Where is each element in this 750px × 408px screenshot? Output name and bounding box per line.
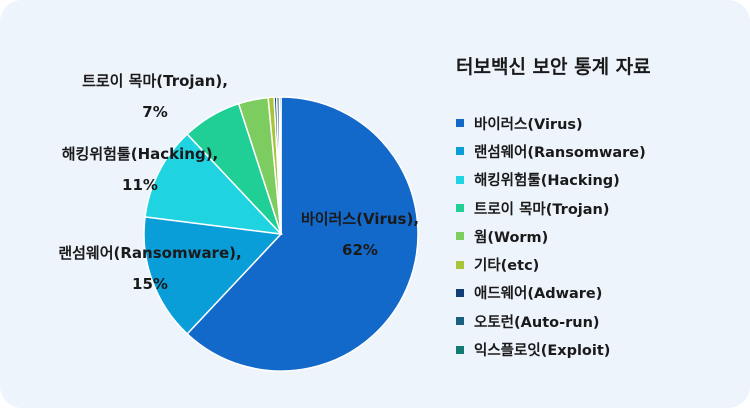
legend-item: 랜섬웨어(Ransomware) <box>456 137 736 165</box>
pie-slice <box>186 96 419 372</box>
slice-label: 랜섬웨어(Ransomware), 15% <box>58 244 241 293</box>
pie-slice <box>144 133 283 236</box>
legend-swatch <box>456 204 464 213</box>
legend-swatch <box>456 288 464 297</box>
legend-item: 애드웨어(Adware) <box>456 279 736 307</box>
legend-label: 랜섬웨어(Ransomware) <box>474 144 646 161</box>
legend-item: 기타(etc) <box>456 250 736 278</box>
chart-title: 터보백신 보안 통계 자료 <box>456 56 651 78</box>
slice-label: 트로이 목마(Trojan), 7% <box>82 72 228 121</box>
legend-swatch <box>456 119 464 128</box>
legend-label: 해킹위험툴(Hacking) <box>474 173 620 190</box>
pie-slice <box>278 96 282 235</box>
legend-swatch <box>456 317 464 326</box>
legend-label: 애드웨어(Adware) <box>474 286 603 303</box>
legend-label: 기타(etc) <box>474 258 540 275</box>
pie-slice <box>143 215 283 335</box>
legend-swatch <box>456 260 464 269</box>
legend-item: 익스플로잇(Exploit) <box>456 335 736 363</box>
legend-item: 오토런(Auto-run) <box>456 307 736 335</box>
legend-label: 바이러스(Virus) <box>474 116 583 133</box>
slice-label: 바이러스(Virus), 62% <box>301 210 419 259</box>
legend-item: 웜(Worm) <box>456 222 736 250</box>
legend-swatch <box>456 175 464 184</box>
legend-swatch <box>456 345 464 354</box>
slice-label: 해킹위험툴(Hacking), 11% <box>62 145 219 194</box>
legend-swatch <box>456 147 464 156</box>
legend-item: 트로이 목마(Trojan) <box>456 194 736 222</box>
legend-label: 오토런(Auto-run) <box>474 314 600 331</box>
legend-item: 바이러스(Virus) <box>456 109 736 137</box>
legend-label: 익스플로잇(Exploit) <box>474 343 611 360</box>
legend-swatch <box>456 232 464 241</box>
legend-label: 트로이 목마(Trojan) <box>474 201 610 218</box>
legend-label: 웜(Worm) <box>474 229 549 246</box>
legend-item: 해킹위험툴(Hacking) <box>456 166 736 194</box>
legend: 터보백신 보안 통계 자료 바이러스(Virus) 랜섬웨어(Ransomware… <box>456 52 736 364</box>
